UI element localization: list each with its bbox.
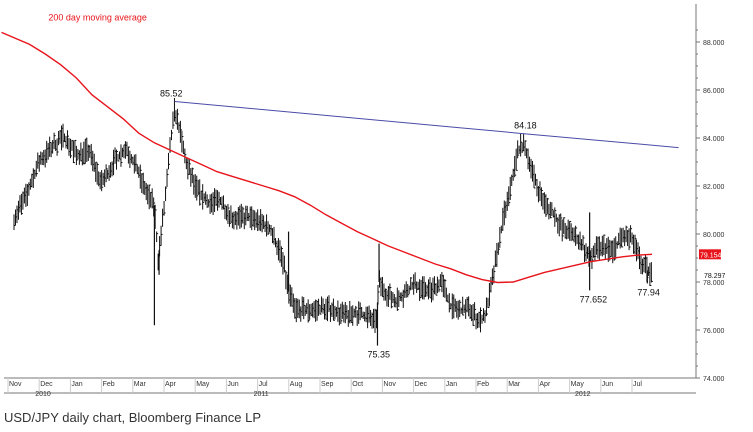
y-tick-label: 84.000 xyxy=(703,136,725,143)
x-tick-label: Jul xyxy=(633,381,642,388)
x-tick-label: Nov xyxy=(383,381,396,388)
price-annotation: 84.18 xyxy=(514,121,537,131)
price-annotation: 77.652 xyxy=(580,294,608,304)
y-tick-label: 82.000 xyxy=(703,184,725,191)
ma-legend-label: 200 day moving average xyxy=(48,12,147,22)
y-tick-label: 76.000 xyxy=(703,328,725,335)
moving-average-line xyxy=(1,31,653,284)
last-price-label: 79.154 xyxy=(700,252,722,259)
price-annotation: 75.35 xyxy=(367,350,390,360)
x-tick-label: Dec xyxy=(40,381,53,388)
axes: 74.000 76.000 78.000 80.000 82.000 84.000 86.0… xyxy=(4,4,726,398)
x-tick-label: Mar xyxy=(508,381,521,388)
x-year-label: 2011 xyxy=(254,391,269,398)
chart-caption: USD/JPY daily chart, Bloomberg Finance L… xyxy=(4,410,261,425)
x-tick-label: Sep xyxy=(321,381,334,388)
x-tick-label: Jun xyxy=(227,381,238,388)
price-annotation: 77.94 xyxy=(637,287,660,297)
x-tick-label: Jan xyxy=(71,381,82,388)
last-price-box xyxy=(699,249,721,260)
y-tick-label: 88.000 xyxy=(703,40,725,47)
x-tick-label: May xyxy=(571,381,585,388)
x-tick-label: May xyxy=(196,381,210,388)
x-tick-label: Oct xyxy=(352,381,363,388)
moving-average-layer xyxy=(1,31,653,284)
x-tick-label: Feb xyxy=(103,381,115,388)
y-tick-label: 86.000 xyxy=(703,88,725,95)
x-tick-label: Jan xyxy=(446,381,457,388)
x-year-label: 2012 xyxy=(575,391,591,398)
price-bars xyxy=(13,98,653,346)
resistance-trendline xyxy=(174,101,679,149)
x-tick-label: Apr xyxy=(165,381,177,388)
y-tick-label: 74.000 xyxy=(703,376,725,383)
x-tick-label: Jul xyxy=(259,381,268,388)
x-tick-label: Nov xyxy=(9,381,22,388)
x-tick-label: Dec xyxy=(415,381,428,388)
x-year-label: 2010 xyxy=(35,391,51,398)
price-annotation: 85.52 xyxy=(160,89,183,99)
x-tick-label: Jun xyxy=(602,381,613,388)
annotations: 200 day moving average 85.52 84.18 75.35 77.… xyxy=(48,12,660,359)
y-tick-label: 80.000 xyxy=(703,232,725,239)
last-price-label: 78.297 xyxy=(704,273,726,280)
x-tick-label: Mar xyxy=(134,381,147,388)
x-tick-label: Apr xyxy=(539,381,551,388)
trendline-layer xyxy=(174,101,679,149)
x-tick-label: Aug xyxy=(290,381,303,388)
x-tick-label: Feb xyxy=(477,381,489,388)
y-tick-label: 78.000 xyxy=(703,280,725,287)
